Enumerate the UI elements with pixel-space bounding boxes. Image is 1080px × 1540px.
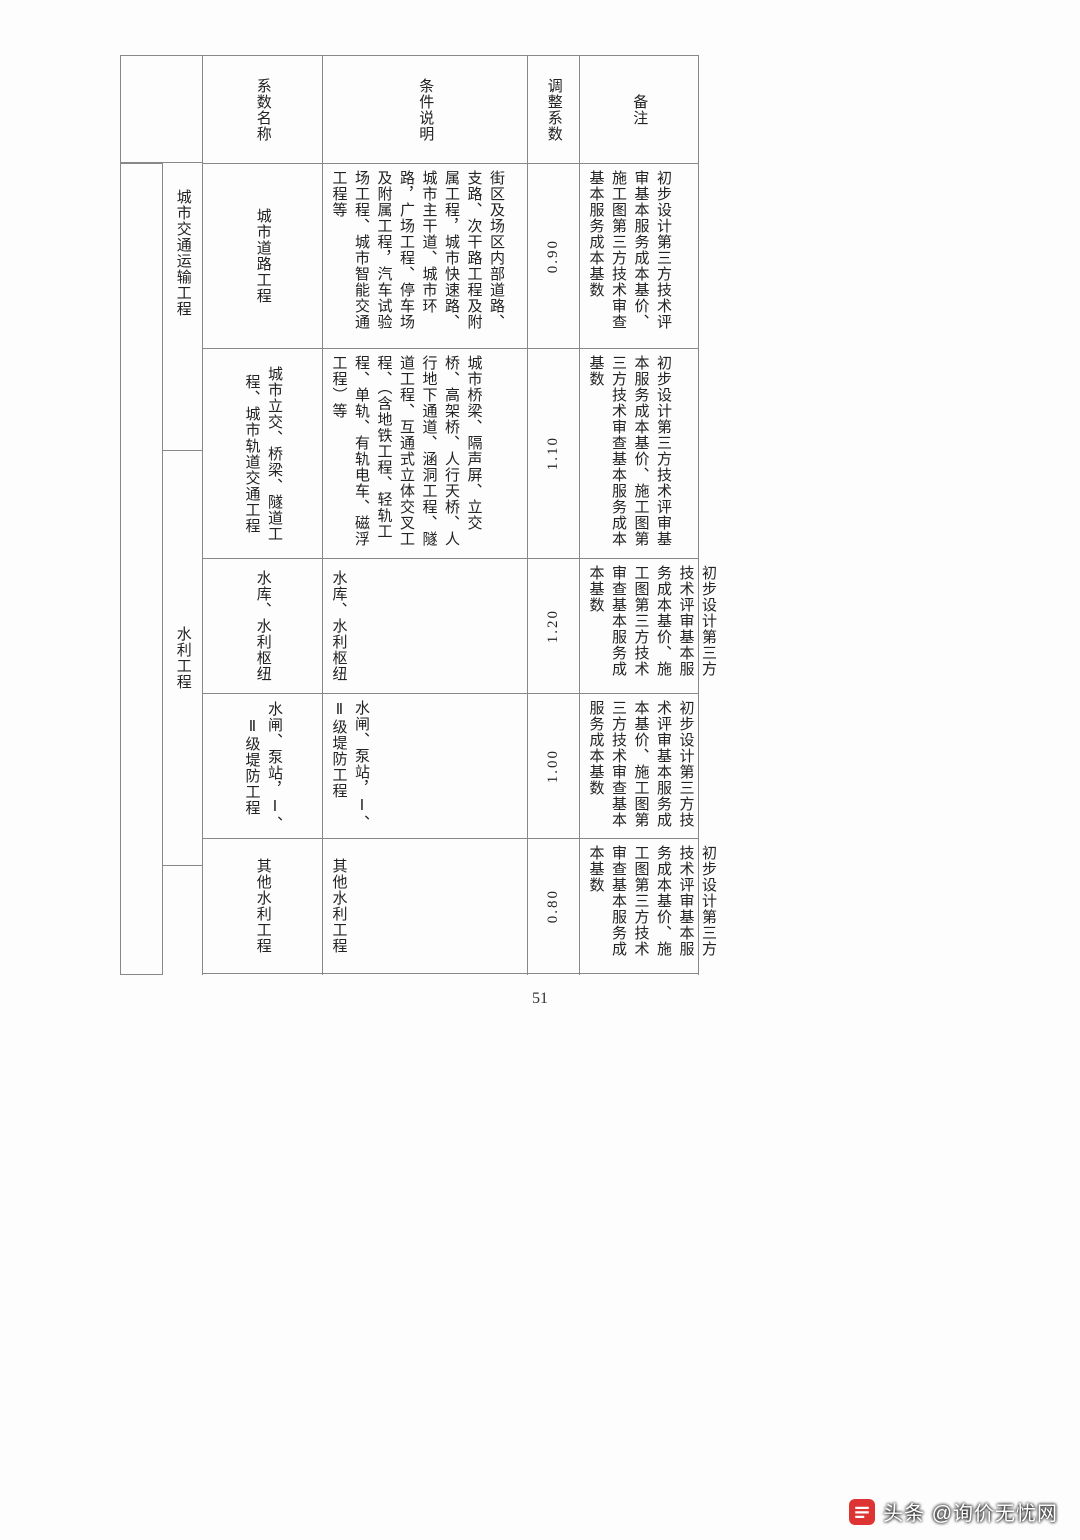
name-r2-text: 城市立交、桥梁、隧道工程、城市轨道交通工程 bbox=[240, 355, 285, 552]
header-coef-text: 调整系数 bbox=[542, 78, 565, 142]
coef-r3-text: 1.20 bbox=[542, 609, 565, 643]
coef-r5-text: 0.80 bbox=[542, 889, 565, 923]
header-condition: 条件说明 bbox=[323, 56, 527, 164]
cond-r5: 其他水利工程 bbox=[323, 839, 527, 974]
coef-r3: 1.20 bbox=[528, 559, 579, 694]
cond-r5-text: 其他水利工程 bbox=[327, 858, 350, 954]
header-remark: 备注 bbox=[580, 56, 698, 164]
remark-r3-text: 初步设计第三方技术评审基本服务成本基价、施工图第三方技术审查基本服务成本基数 bbox=[584, 565, 719, 687]
category-2-label: 水利工程 bbox=[171, 626, 194, 690]
coef-r1-text: 0.90 bbox=[542, 239, 565, 273]
col-name: 系数名称 城市道路工程 城市立交、桥梁、隧道工程、城市轨道交通工程 水库、水利枢… bbox=[202, 55, 322, 975]
remark-r5: 初步设计第三方技术评审基本服务成本基价、施工图第三方技术审查基本服务成本基数 bbox=[580, 839, 698, 974]
header-name: 系数名称 bbox=[203, 56, 322, 164]
cond-r3-text: 水库、水利枢纽 bbox=[327, 570, 350, 682]
remark-r4-text: 初步设计第三方技术评审基本服务成本基价、施工图第三方技术审查基本服务成本基数 bbox=[584, 700, 697, 832]
remark-r4: 初步设计第三方技术评审基本服务成本基价、施工图第三方技术审查基本服务成本基数 bbox=[580, 694, 698, 839]
col-remark: 备注 初步设计第三方技术评审基本服务成本基价、施工图第三方技术审查基本服务成本基… bbox=[579, 55, 699, 975]
coef-r2-text: 1.10 bbox=[542, 436, 565, 470]
cond-r3: 水库、水利枢纽 bbox=[323, 559, 527, 694]
remark-r2-text: 初步设计第三方技术评审基本服务成本基价、施工图第三方技术审查基本服务成本基数 bbox=[584, 355, 674, 552]
cond-r1: 街区及场区内部道路、支路、次干路工程及附属工程，城市快速路、城市主干道、城市环路… bbox=[323, 164, 527, 349]
name-r1-text: 城市道路工程 bbox=[251, 208, 274, 304]
watermark: 头条 @询价无忧网 bbox=[849, 1497, 1058, 1526]
cond-r2-text: 城市桥梁、隔声屏、立交桥、高架桥、人行天桥、人行地下通道、涵洞工程、隧道工程、互… bbox=[327, 355, 485, 552]
page-number: 51 bbox=[532, 990, 548, 1008]
merged-name-header bbox=[120, 55, 202, 163]
cond-r4-text: 水闸、泵站，Ⅰ、Ⅱ级堤防工程 bbox=[327, 700, 372, 832]
coef-r5: 0.80 bbox=[528, 839, 579, 974]
name-r4: 水闸、泵站，Ⅰ、Ⅱ级堤防工程 bbox=[203, 694, 322, 839]
category-1-label: 城市交通运输工程 bbox=[171, 189, 194, 317]
col-category: 城市交通运输工程 水利工程 bbox=[162, 55, 202, 975]
toutiao-icon bbox=[849, 1499, 875, 1525]
coef-r1: 0.90 bbox=[528, 164, 579, 349]
coef-r4: 1.00 bbox=[528, 694, 579, 839]
coef-r4-text: 1.00 bbox=[542, 749, 565, 783]
cond-r4: 水闸、泵站，Ⅰ、Ⅱ级堤防工程 bbox=[323, 694, 527, 839]
cond-r2: 城市桥梁、隔声屏、立交桥、高架桥、人行天桥、人行地下通道、涵洞工程、隧道工程、互… bbox=[323, 349, 527, 559]
header-condition-text: 条件说明 bbox=[414, 78, 437, 142]
watermark-text: 头条 @询价无忧网 bbox=[883, 1497, 1058, 1526]
name-r2: 城市立交、桥梁、隧道工程、城市轨道交通工程 bbox=[203, 349, 322, 559]
coef-r2: 1.10 bbox=[528, 349, 579, 559]
name-r3-text: 水库、水利枢纽 bbox=[251, 570, 274, 682]
category-2: 水利工程 bbox=[163, 451, 202, 866]
name-r5-text: 其他水利工程 bbox=[251, 858, 274, 954]
blank-span bbox=[121, 164, 162, 975]
coefficient-table: 城市交通运输工程 水利工程 系数名称 城市道路工程 城市立交、桥梁、隧道工程、城… bbox=[120, 55, 700, 975]
name-r3: 水库、水利枢纽 bbox=[203, 559, 322, 694]
cond-r1-text: 街区及场区内部道路、支路、次干路工程及附属工程，城市快速路、城市主干道、城市环路… bbox=[327, 170, 507, 342]
header-remark-text: 备注 bbox=[628, 94, 651, 126]
remark-r3: 初步设计第三方技术评审基本服务成本基价、施工图第三方技术审查基本服务成本基数 bbox=[580, 559, 698, 694]
name-r4-text: 水闸、泵站，Ⅰ、Ⅱ级堤防工程 bbox=[240, 700, 285, 832]
col-blank bbox=[120, 55, 162, 975]
header-name-text: 系数名称 bbox=[251, 78, 274, 142]
header-coef: 调整系数 bbox=[528, 56, 579, 164]
name-r1: 城市道路工程 bbox=[203, 164, 322, 349]
remark-r1-text: 初步设计第三方技术评审基本服务成本基价、施工图第三方技术审查基本服务成本基数 bbox=[584, 170, 674, 342]
remark-r1: 初步设计第三方技术评审基本服务成本基价、施工图第三方技术审查基本服务成本基数 bbox=[580, 164, 698, 349]
remark-r5-text: 初步设计第三方技术评审基本服务成本基价、施工图第三方技术审查基本服务成本基数 bbox=[584, 845, 719, 967]
col-condition: 条件说明 街区及场区内部道路、支路、次干路工程及附属工程，城市快速路、城市主干道… bbox=[322, 55, 527, 975]
remark-r2: 初步设计第三方技术评审基本服务成本基价、施工图第三方技术审查基本服务成本基数 bbox=[580, 349, 698, 559]
col-coefficient: 调整系数 0.90 1.10 1.20 1.00 0.80 bbox=[527, 55, 579, 975]
name-r5: 其他水利工程 bbox=[203, 839, 322, 974]
